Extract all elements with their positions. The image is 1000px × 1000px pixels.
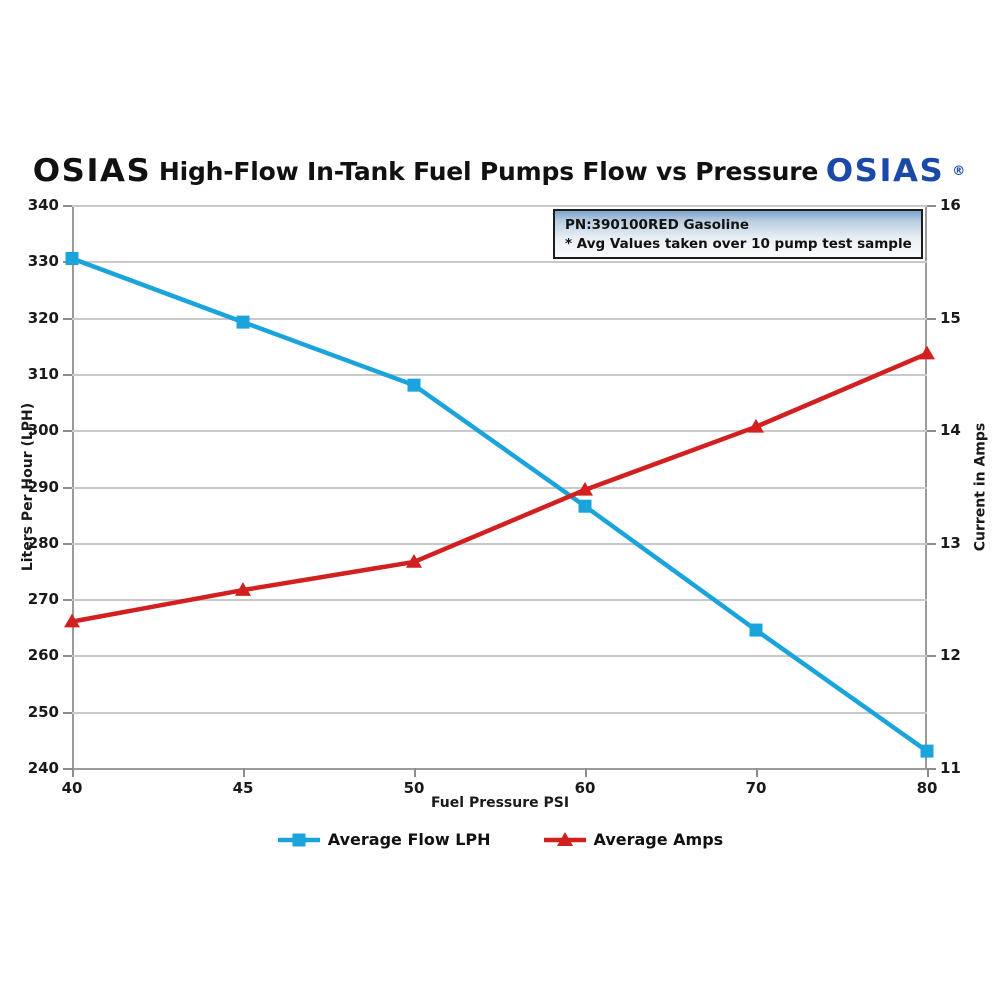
data-point-marker-triangle xyxy=(919,345,935,360)
data-point-marker-square xyxy=(920,744,934,758)
x-axis-tick xyxy=(585,768,587,777)
y-axis-right-tick-label: 15 xyxy=(940,308,961,327)
gridline-horizontal xyxy=(72,711,927,714)
legend-swatch-square-icon xyxy=(277,833,320,846)
data-point-marker-triangle xyxy=(406,553,422,568)
gridline-horizontal xyxy=(72,599,927,602)
y-axis-right-tick-label: 13 xyxy=(940,533,961,552)
y-axis-left-tick xyxy=(63,711,72,714)
y-axis-left-tick xyxy=(63,486,72,489)
gridline-horizontal xyxy=(72,768,927,770)
legend-label: Average Amps xyxy=(593,830,724,849)
gridline-horizontal xyxy=(72,373,927,376)
data-point-marker-square xyxy=(236,315,250,329)
y-axis-left-tick-label: 310 xyxy=(27,364,59,383)
y-axis-left-tick xyxy=(63,430,72,433)
data-point-marker-square xyxy=(65,251,79,265)
y-axis-left-tick xyxy=(63,768,72,770)
annotation-line-1: PN:390100RED Gasoline xyxy=(565,217,749,233)
osias-logo-left: OSIAS xyxy=(32,152,152,189)
x-axis-tick-label: 80 xyxy=(916,779,938,797)
gridline-horizontal xyxy=(72,205,927,207)
x-axis-tick-label: 45 xyxy=(232,779,254,797)
x-axis-tick-label: 40 xyxy=(61,779,83,797)
y-axis-right-tick xyxy=(927,205,936,207)
legend-swatch-triangle-icon xyxy=(543,831,586,846)
y-axis-right-tick xyxy=(927,655,936,658)
y-axis-left-tick-label: 300 xyxy=(27,421,59,440)
x-axis-tick-label: 70 xyxy=(745,779,767,797)
data-point-marker-square xyxy=(578,499,592,513)
y-axis-right-tick-label: 12 xyxy=(940,646,961,665)
registered-trademark-icon: ® xyxy=(952,163,966,179)
data-point-marker-square xyxy=(407,378,421,392)
y-axis-left-tick-label: 330 xyxy=(27,252,59,271)
y-axis-right-tick-label: 11 xyxy=(940,759,961,777)
y-axis-left-tick xyxy=(63,373,72,376)
y-axis-right-tick xyxy=(927,317,936,320)
annotation-callout: PN:390100RED Gasoline * Avg Values taken… xyxy=(553,209,923,259)
series-line xyxy=(69,351,930,624)
page-title: High-Flow In-Tank Fuel Pumps Flow vs Pre… xyxy=(158,156,819,186)
gridline-horizontal xyxy=(72,486,927,489)
x-axis-tick xyxy=(243,768,245,777)
series-2 xyxy=(64,345,935,628)
y-axis-right-tick xyxy=(927,768,936,770)
data-point-marker-triangle xyxy=(577,481,593,496)
y-axis-left-tick-label: 260 xyxy=(27,646,59,665)
y-axis-left-tick xyxy=(63,317,72,320)
data-point-marker-triangle xyxy=(64,613,80,628)
y-axis-left-tick-label: 320 xyxy=(27,308,59,327)
gridline-horizontal xyxy=(72,317,927,320)
x-axis-tick xyxy=(756,768,758,777)
annotation-line-2: * Avg Values taken over 10 pump test sam… xyxy=(565,236,912,253)
y-axis-right-tick-label: 16 xyxy=(940,196,961,214)
legend-label: Average Flow LPH xyxy=(327,830,491,849)
legend-item-2[interactable]: Average Amps xyxy=(543,830,724,849)
x-axis-tick-label: 50 xyxy=(403,779,425,797)
chart-legend: Average Flow LPH Average Amps xyxy=(0,830,1000,849)
data-point-marker-square xyxy=(749,623,763,637)
y-axis-left-tick xyxy=(63,205,72,207)
y-axis-right-tick xyxy=(927,430,936,433)
y-axis-left-tick xyxy=(63,542,72,545)
y-axis-left-tick-label: 280 xyxy=(27,533,59,552)
gridline-horizontal xyxy=(72,430,927,433)
y-axis-left-tick-label: 340 xyxy=(27,196,59,214)
data-point-marker-triangle xyxy=(235,582,251,596)
x-axis-tick xyxy=(414,768,416,777)
gridline-horizontal xyxy=(72,542,927,545)
series-1 xyxy=(65,251,934,758)
x-axis-tick-label: 60 xyxy=(574,779,596,797)
chart-title-bar: OSIAS High-Flow In-Tank Fuel Pumps Flow … xyxy=(0,148,1000,194)
osias-logo-right: OSIAS xyxy=(825,152,945,189)
y-axis-left-tick-label: 250 xyxy=(27,702,59,721)
x-axis-tick xyxy=(927,768,929,777)
series-line xyxy=(69,256,930,754)
legend-item-1[interactable]: Average Flow LPH xyxy=(277,830,491,849)
gridline-horizontal xyxy=(72,261,927,264)
series-layer xyxy=(64,251,935,758)
gridline-horizontal xyxy=(72,655,927,658)
x-axis-tick xyxy=(72,768,74,777)
y-axis-left-tick-label: 240 xyxy=(27,759,59,777)
y-axis-left-tick xyxy=(63,655,72,658)
y-axis-right-title-label: Current in Amps xyxy=(972,422,988,551)
y-axis-left-tick xyxy=(63,599,72,602)
y-axis-left-tick-label: 290 xyxy=(27,477,59,496)
y-axis-right-title: Current in Amps xyxy=(970,205,990,768)
y-axis-left-tick-label: 270 xyxy=(27,590,59,609)
x-axis-title: Fuel Pressure PSI xyxy=(430,795,570,811)
y-axis-right-tick xyxy=(927,542,936,545)
y-axis-right-tick-label: 14 xyxy=(940,421,961,440)
data-point-marker-triangle xyxy=(748,418,764,433)
chart-plot-area: 240 250 260 270 280 290 300 310 320 330 340 11 12 13 1… xyxy=(28,196,961,797)
